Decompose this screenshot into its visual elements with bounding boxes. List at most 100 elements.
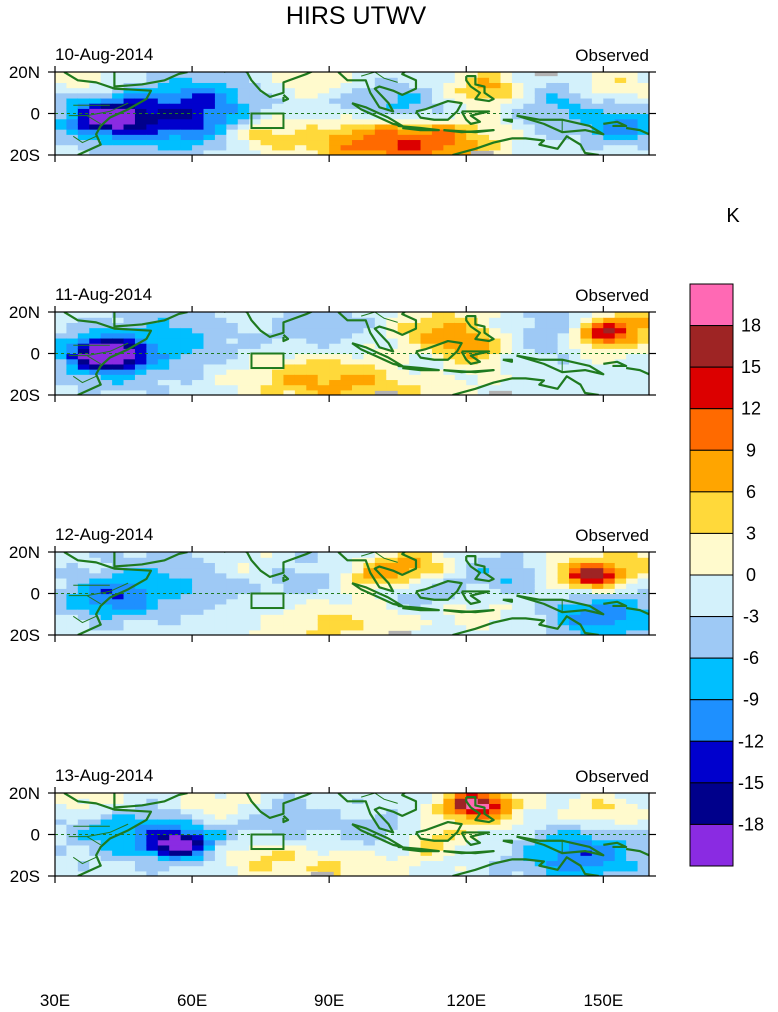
anomaly-cell: [374, 343, 387, 349]
coastline: [113, 312, 188, 328]
anomaly-cell: [89, 844, 102, 851]
anomaly-cell: [523, 374, 536, 381]
anomaly-cell: [557, 588, 570, 595]
anomaly-cell: [580, 363, 593, 370]
anomaly-cell: [603, 327, 616, 334]
anomaly-cell: [317, 824, 330, 830]
anomaly-cell: [226, 327, 239, 334]
anomaly-cell: [226, 603, 239, 610]
anomaly-cell: [329, 793, 342, 799]
anomaly-cell: [192, 374, 205, 381]
anomaly-cell: [294, 572, 307, 579]
anomaly-cell: [363, 92, 376, 99]
anomaly-cell: [317, 813, 330, 820]
anomaly-cell: [409, 552, 422, 558]
anomaly-cell: [466, 72, 479, 78]
anomaly-cell: [386, 129, 399, 135]
anomaly-cell: [317, 72, 330, 78]
anomaly-cell: [260, 860, 273, 867]
anomaly-cell: [397, 855, 410, 862]
anomaly-cell: [431, 77, 444, 83]
anomaly-cell: [352, 614, 365, 621]
anomaly-cell: [534, 813, 547, 820]
coastline: [465, 315, 495, 343]
anomaly-cell: [157, 379, 170, 386]
anomaly-cell: [226, 567, 239, 574]
anomaly-cell: [226, 322, 239, 329]
anomaly-cell: [214, 374, 227, 381]
anomaly-cell: [363, 614, 376, 621]
panel-date: 12-Aug-2014: [55, 525, 153, 544]
anomaly-cell: [397, 317, 410, 323]
anomaly-cell: [237, 619, 250, 626]
anomaly-cell: [169, 348, 182, 355]
anomaly-cell: [614, 624, 627, 631]
anomaly-cell: [603, 860, 616, 867]
anomaly-cell: [454, 72, 467, 78]
anomaly-cell: [534, 374, 547, 381]
anomaly-cell: [477, 134, 490, 141]
anomaly-cell: [237, 384, 250, 391]
country-border: [86, 102, 129, 117]
coastline: [415, 99, 463, 121]
anomaly-cell: [603, 865, 616, 872]
anomaly-cell: [329, 818, 342, 825]
anomaly-cell: [55, 577, 68, 584]
anomaly-cell: [283, 624, 296, 631]
anomaly-cell: [352, 865, 365, 872]
anomaly-cell: [637, 629, 649, 635]
anomaly-cell: [454, 798, 467, 804]
anomaly-cell: [329, 865, 342, 872]
x-axis: 30E 60E 90E 120E 150E: [40, 991, 623, 1010]
anomaly-cell: [523, 87, 536, 94]
anomaly-cell: [500, 577, 513, 584]
anomaly-cell: [500, 379, 513, 386]
anomaly-cell: [89, 317, 102, 323]
anomaly-cell: [112, 343, 125, 349]
anomaly-cell: [626, 369, 639, 375]
anomaly-cell: [454, 860, 467, 867]
anomaly-cell: [169, 829, 182, 836]
anomaly-cell: [169, 593, 182, 600]
anomaly-cell: [386, 855, 399, 862]
anomaly-cell: [443, 317, 456, 323]
anomaly-cell: [443, 813, 456, 820]
anomaly-cell: [77, 577, 90, 584]
anomaly-cell: [477, 139, 490, 146]
anomaly-cell: [386, 798, 399, 804]
anomaly-cell: [146, 577, 159, 584]
anomaly-cell: [112, 149, 125, 155]
coastline: [282, 94, 290, 103]
anomaly-cell: [591, 343, 604, 349]
anomaly-cell: [112, 829, 125, 836]
anomaly-cell: [77, 322, 90, 329]
anomaly-cell: [511, 363, 524, 370]
anomaly-cell: [591, 614, 604, 621]
anomaly-cell: [272, 850, 285, 856]
anomaly-cell: [112, 813, 125, 820]
anomaly-cell: [192, 389, 205, 395]
anomaly-cell: [614, 103, 627, 109]
anomaly-cell: [397, 103, 410, 109]
anomaly-cell: [374, 129, 387, 135]
anomaly-cell: [66, 343, 79, 349]
anomaly-cell: [123, 624, 136, 631]
anomaly-cell: [112, 374, 125, 381]
y-tick-label: 20N: [9, 543, 40, 562]
anomaly-cell: [192, 82, 205, 89]
anomaly-cell: [192, 603, 205, 610]
anomaly-cell: [557, 317, 570, 323]
anomaly-cell: [363, 312, 376, 318]
anomaly-cell: [489, 337, 502, 344]
anomaly-cell: [397, 860, 410, 867]
anomaly-cell: [226, 72, 239, 78]
anomaly-cell: [329, 134, 342, 141]
anomaly-cell: [523, 808, 536, 815]
anomaly-cell: [500, 624, 513, 631]
anomaly-cell: [226, 629, 239, 635]
anomaly-cell: [157, 108, 170, 115]
anomaly-cell: [500, 603, 513, 610]
anomaly-cell: [569, 327, 582, 334]
anomaly-cell: [352, 363, 365, 370]
